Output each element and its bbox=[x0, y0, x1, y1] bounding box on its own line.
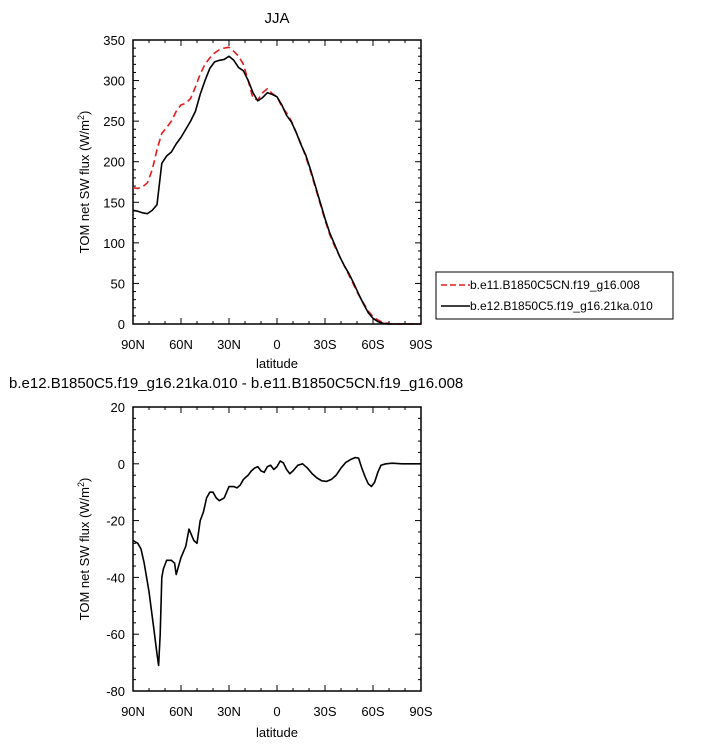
top-x-axis: 90N 60N 30N 0 30S 60S 90S bbox=[121, 40, 433, 352]
bottom-y-tick-label: -60 bbox=[106, 627, 125, 642]
top-plot-lines bbox=[132, 46, 421, 325]
top-y-tick-label: 0 bbox=[118, 317, 125, 332]
top-series-line-1 bbox=[132, 46, 421, 325]
top-y-axis-label-superscript: 2 bbox=[76, 115, 86, 120]
bottom-x-tick-label: 30S bbox=[313, 704, 336, 719]
top-y-axis-label: TOM net SW flux (W/m2) bbox=[76, 111, 92, 254]
bottom-x-tick-label: 0 bbox=[273, 704, 280, 719]
top-series-line-2 bbox=[132, 55, 421, 325]
top-y-tick-label: 350 bbox=[103, 33, 125, 48]
top-y-axis: 0 50 100 150 200 250 300 350 bbox=[103, 33, 421, 332]
bottom-y-tick-label: -40 bbox=[106, 570, 125, 585]
top-panel: JJA 0 50 100 150 200 250 300 350 90N 60N 30N 0 30S 6… bbox=[76, 10, 674, 371]
bottom-x-tick-label: 90S bbox=[409, 704, 432, 719]
top-y-tick-label: 200 bbox=[103, 155, 125, 170]
bottom-x-axis: 90N 60N 30N 0 30S 60S 90S bbox=[121, 407, 433, 719]
top-x-tick-label: 60S bbox=[361, 337, 384, 352]
top-x-tick-label: 60N bbox=[169, 337, 193, 352]
bottom-y-tick-label: -80 bbox=[106, 684, 125, 699]
bottom-series-line-1 bbox=[132, 456, 421, 667]
bottom-y-tick-label: 0 bbox=[118, 457, 125, 472]
bottom-plot-lines bbox=[132, 456, 421, 667]
top-y-tick-label: 250 bbox=[103, 114, 125, 129]
top-x-tick-label: 90S bbox=[409, 337, 432, 352]
top-y-axis-label-main: TOM net SW flux (W/m bbox=[77, 120, 92, 253]
legend-label-series-2: b.e12.B1850C5.f19_g16.21ka.010 bbox=[470, 299, 653, 313]
legend-label-series-1: b.e11.B1850C5CN.f19_g16.008 bbox=[470, 278, 640, 292]
bottom-x-axis-label: latitude bbox=[256, 725, 298, 740]
legend-box bbox=[435, 271, 674, 320]
top-x-tick-label: 0 bbox=[273, 337, 280, 352]
legend: b.e11.B1850C5CN.f19_g16.008 b.e12.B1850C… bbox=[435, 271, 674, 320]
bottom-y-tick-label: -20 bbox=[106, 514, 125, 529]
bottom-x-tick-label: 60N bbox=[169, 704, 193, 719]
top-x-tick-label: 30N bbox=[217, 337, 241, 352]
top-plot-frame bbox=[132, 39, 422, 325]
top-y-tick-label: 300 bbox=[103, 74, 125, 89]
bottom-y-axis-label-superscript: 2 bbox=[76, 482, 86, 487]
top-y-tick-label: 150 bbox=[103, 195, 125, 210]
top-chart-title: JJA bbox=[264, 10, 289, 27]
bottom-y-axis-label-main: TOM net SW flux (W/m bbox=[77, 487, 92, 620]
bottom-y-axis: -80 -60 -40 -20 0 20 bbox=[106, 400, 421, 699]
top-x-tick-label: 30S bbox=[313, 337, 336, 352]
bottom-y-axis-label-close: ) bbox=[77, 478, 92, 482]
bottom-x-tick-label: 30N bbox=[217, 704, 241, 719]
bottom-x-tick-label: 60S bbox=[361, 704, 384, 719]
top-x-tick-label: 90N bbox=[121, 337, 145, 352]
bottom-chart-title: b.e12.B1850C5.f19_g16.21ka.010 - b.e11.B… bbox=[9, 375, 463, 392]
bottom-x-tick-label: 90N bbox=[121, 704, 145, 719]
bottom-y-tick-label: 20 bbox=[111, 400, 125, 415]
top-y-axis-label-close: ) bbox=[77, 111, 92, 115]
top-y-tick-label: 50 bbox=[111, 276, 125, 291]
bottom-plot-frame bbox=[132, 406, 422, 692]
top-y-tick-label: 100 bbox=[103, 236, 125, 251]
bottom-y-axis-label: TOM net SW flux (W/m2) bbox=[76, 478, 92, 621]
bottom-panel: b.e12.B1850C5.f19_g16.21ka.010 - b.e11.B… bbox=[9, 375, 463, 740]
top-x-axis-label: latitude bbox=[256, 356, 298, 371]
